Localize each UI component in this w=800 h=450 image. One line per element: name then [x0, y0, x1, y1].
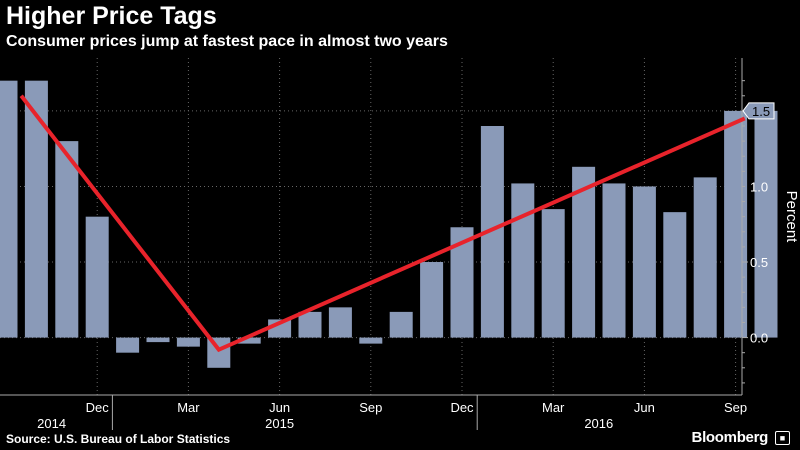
x-month-label: Jun [269, 400, 290, 415]
gridlines [0, 58, 742, 395]
bar-aug-2015 [359, 337, 383, 344]
x-month-label: Sep [359, 400, 382, 415]
bar-jan-2016 [511, 183, 535, 338]
bar-feb-2016 [541, 209, 565, 338]
x-year-label: 2016 [584, 416, 613, 430]
x-month-label: Mar [177, 400, 200, 415]
y-tick-label: 0.5 [750, 255, 768, 270]
value-callout-label: 1.5 [752, 104, 770, 119]
bar-aug-2016 [724, 110, 748, 338]
value-callout-tag [742, 102, 775, 120]
bar-jul-2015 [328, 307, 352, 338]
bar-apr-2015 [237, 337, 261, 344]
bar-nov-2014 [85, 216, 109, 338]
y-tick-label: 0.0 [750, 331, 768, 346]
x-month-label: Jun [634, 400, 655, 415]
trend-line [19, 94, 746, 353]
bar-sep-2016 [754, 110, 778, 338]
bar-sep-2014 [24, 80, 48, 338]
bars [0, 80, 778, 368]
x-year-label: 2015 [265, 416, 294, 430]
x-year-label: 2014 [37, 416, 66, 430]
red-trend-line [19, 94, 746, 353]
x-month-label: Mar [542, 400, 565, 415]
bar-may-2016 [632, 186, 656, 338]
bar-nov-2015 [450, 227, 474, 338]
bar-mar-2016 [572, 166, 596, 338]
bar-jan-2015 [146, 337, 170, 343]
x-month-label: Sep [724, 400, 747, 415]
axes [0, 58, 748, 430]
bar-dec-2015 [480, 126, 504, 338]
labels: 0.0 0.5 1.0 1.5 Percent Dec Mar Jun Sep Dec Mar Jun… [37, 102, 800, 430]
chart-title: Higher Price Tags [6, 2, 217, 30]
bar-dec-2014 [116, 337, 140, 353]
bar-feb-2015 [176, 337, 200, 347]
bar-oct-2015 [420, 262, 444, 338]
bar-jun-2015 [298, 311, 322, 338]
bar-sep-2015 [389, 311, 413, 338]
bar-jul-2016 [693, 177, 717, 338]
bar-jun-2016 [663, 212, 687, 338]
x-month-label: Dec [450, 400, 474, 415]
bar-chart: 0.0 0.5 1.0 1.5 Percent Dec Mar Jun Sep Dec Mar Jun… [0, 58, 800, 430]
bar-aug-2014 [0, 80, 18, 338]
x-month-label: Dec [86, 400, 110, 415]
y-axis-title: Percent [783, 191, 800, 244]
y-tick-label: 1.0 [750, 179, 768, 194]
brand-mark-icon: ■ [775, 431, 790, 445]
bar-oct-2014 [55, 141, 79, 338]
source-note: Source: U.S. Bureau of Labor Statistics [6, 432, 231, 446]
chart-subtitle: Consumer prices jump at fastest pace in … [6, 33, 448, 50]
brand-logo: Bloomberg [691, 429, 769, 446]
bar-apr-2016 [602, 183, 626, 338]
